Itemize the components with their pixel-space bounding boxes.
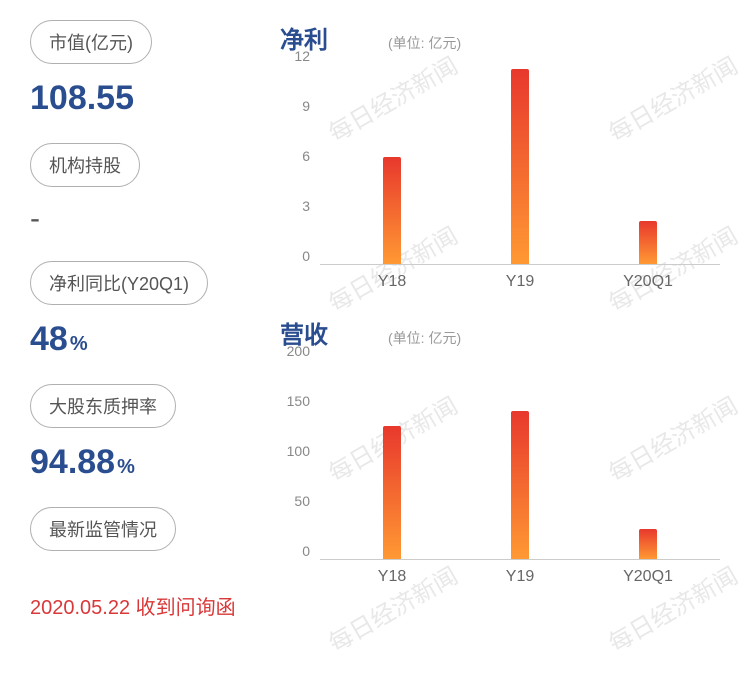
x-tick-label: Y20Q1 (623, 273, 673, 291)
stat-unit: % (70, 333, 88, 356)
x-axis: Y18 Y19 Y20Q1 (320, 560, 720, 590)
chart-header: 营收(单位: 亿元) (280, 315, 720, 350)
y-axis: 050100150200 (280, 360, 315, 560)
stat-value: 94.88 (30, 443, 115, 482)
stat-value-wrap: 94.88 % (30, 443, 250, 482)
plot-area (320, 360, 720, 560)
bar (639, 529, 657, 559)
stat-value: 48 (30, 320, 68, 359)
chart-area: 050100150200Y18Y19Y20Q1 (320, 360, 720, 590)
stat-value-wrap: 48 % (30, 320, 250, 359)
chart-block-0: 净利(单位: 亿元) 0 3 6 9 12 Y18 Y19 Y20Q1 (280, 20, 720, 295)
y-tick-label: 100 (287, 443, 310, 459)
plot-area (320, 65, 720, 265)
y-tick-label: 0 (302, 543, 310, 559)
bar (383, 426, 401, 559)
stat-value: 108.55 (30, 79, 250, 118)
y-tick-label: 3 (302, 198, 310, 214)
chart-header: 净利(单位: 亿元) (280, 20, 720, 55)
stat-label: 市值(亿元) (49, 33, 133, 53)
chart-area: 036912Y18Y19Y20Q1 (320, 65, 720, 295)
x-tick-label: Y19 (506, 273, 534, 291)
y-tick-label: 200 (287, 343, 310, 359)
y-tick-label: 150 (287, 393, 310, 409)
stat-label: 机构持股 (49, 156, 121, 176)
x-axis: Y18 Y19 Y20Q1 (320, 265, 720, 295)
right-charts-panel: 净利(单位: 亿元) 0 3 6 9 12 Y18 Y19 Y20Q1 营收(单位: 亿元) 0 50… (270, 0, 750, 676)
left-stats-panel: 市值(亿元) 108.55 机构持股 - 净利同比(Y20Q1) 48 % 大股… (0, 0, 270, 676)
main-container: 市值(亿元) 108.55 机构持股 - 净利同比(Y20Q1) 48 % 大股… (0, 0, 750, 676)
stat-pill: 净利同比(Y20Q1) (30, 261, 208, 305)
chart-unit-label: (单位: 亿元) (388, 328, 461, 348)
x-tick-label: Y19 (506, 568, 534, 586)
stat-block-regulatory: 最新监管情况 (30, 507, 250, 561)
bar (511, 411, 529, 559)
chart-unit-label: (单位: 亿元) (388, 33, 461, 53)
chart-block-1: 营收(单位: 亿元) 0 50 100 150 200 Y18 Y19 Y20Q1 (280, 315, 720, 590)
x-tick-label: Y18 (378, 568, 406, 586)
y-tick-label: 50 (294, 493, 310, 509)
stat-block-profit-yoy: 净利同比(Y20Q1) 48 % (30, 261, 250, 359)
stat-label: 最新监管情况 (49, 520, 157, 540)
stat-pill: 最新监管情况 (30, 507, 176, 551)
y-tick-label: 12 (294, 48, 310, 64)
x-tick-label: Y20Q1 (623, 568, 673, 586)
y-tick-label: 0 (302, 248, 310, 264)
stat-label: 大股东质押率 (49, 397, 157, 417)
stat-pill: 市值(亿元) (30, 20, 152, 64)
stat-block-market-cap: 市值(亿元) 108.55 (30, 20, 250, 118)
y-tick-label: 6 (302, 148, 310, 164)
x-tick-label: Y18 (378, 273, 406, 291)
stat-pill: 大股东质押率 (30, 384, 176, 428)
stat-label: 净利同比(Y20Q1) (49, 274, 189, 294)
bar (511, 69, 529, 264)
footer-note: 2020.05.22 收到问询函 (30, 591, 250, 620)
stat-block-institutional: 机构持股 - (30, 143, 250, 236)
stat-value: - (30, 202, 250, 236)
stat-pill: 机构持股 (30, 143, 140, 187)
bar (639, 221, 657, 264)
y-tick-label: 9 (302, 98, 310, 114)
stat-unit: % (117, 456, 135, 479)
bar (383, 157, 401, 264)
y-axis: 036912 (280, 65, 315, 265)
stat-block-pledge-ratio: 大股东质押率 94.88 % (30, 384, 250, 482)
